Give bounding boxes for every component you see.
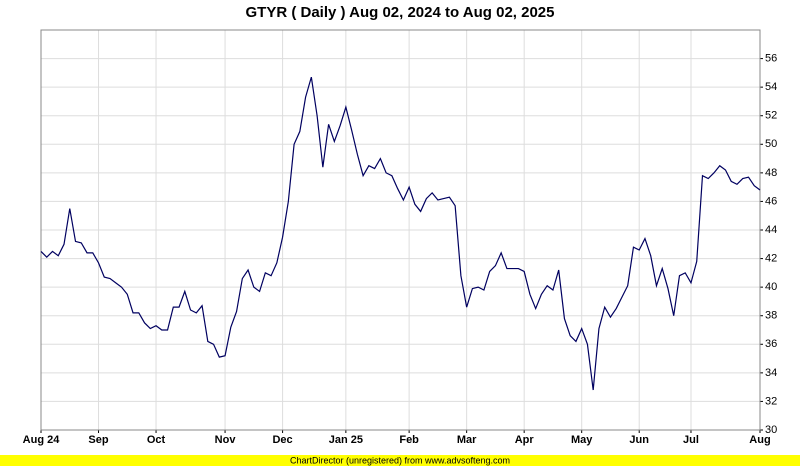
x-tick-label: Dec	[272, 434, 292, 446]
x-tick-label: Mar	[457, 434, 477, 446]
y-tick-label: 40	[765, 281, 777, 293]
y-tick-label: 56	[765, 52, 777, 64]
y-tick-label: 46	[765, 195, 777, 207]
footer-bar	[0, 455, 800, 466]
y-tick-label: 36	[765, 338, 777, 350]
x-tick-label: Jan 25	[329, 434, 363, 446]
y-tick-label: 42	[765, 252, 777, 264]
y-tick-label: 32	[765, 395, 777, 407]
y-tick-label: 38	[765, 310, 777, 322]
x-tick-label: Jun	[629, 434, 649, 446]
x-tick-label: Aug	[749, 434, 770, 446]
x-tick-label: Sep	[88, 434, 108, 446]
x-tick-label: Nov	[215, 434, 237, 446]
x-tick-label: Aug 24	[23, 434, 61, 446]
y-tick-label: 54	[765, 81, 777, 93]
y-tick-label: 52	[765, 110, 777, 122]
y-tick-label: 34	[765, 367, 777, 379]
chart-title: GTYR ( Daily ) Aug 02, 2024 to Aug 02, 2…	[246, 4, 555, 21]
x-tick-label: Oct	[147, 434, 166, 446]
x-tick-label: Apr	[515, 434, 535, 446]
x-tick-label: Feb	[399, 434, 419, 446]
x-tick-label: May	[571, 434, 593, 446]
y-tick-label: 48	[765, 167, 777, 179]
y-tick-label: 44	[765, 224, 777, 236]
footer: ChartDirector (unregistered) from www.ad…	[290, 455, 510, 465]
y-tick-label: 50	[765, 138, 777, 150]
y-tick-label: 30	[765, 424, 777, 436]
plot-border	[40, 29, 761, 431]
price-line	[40, 76, 761, 391]
x-tick-label: Jul	[683, 434, 699, 446]
